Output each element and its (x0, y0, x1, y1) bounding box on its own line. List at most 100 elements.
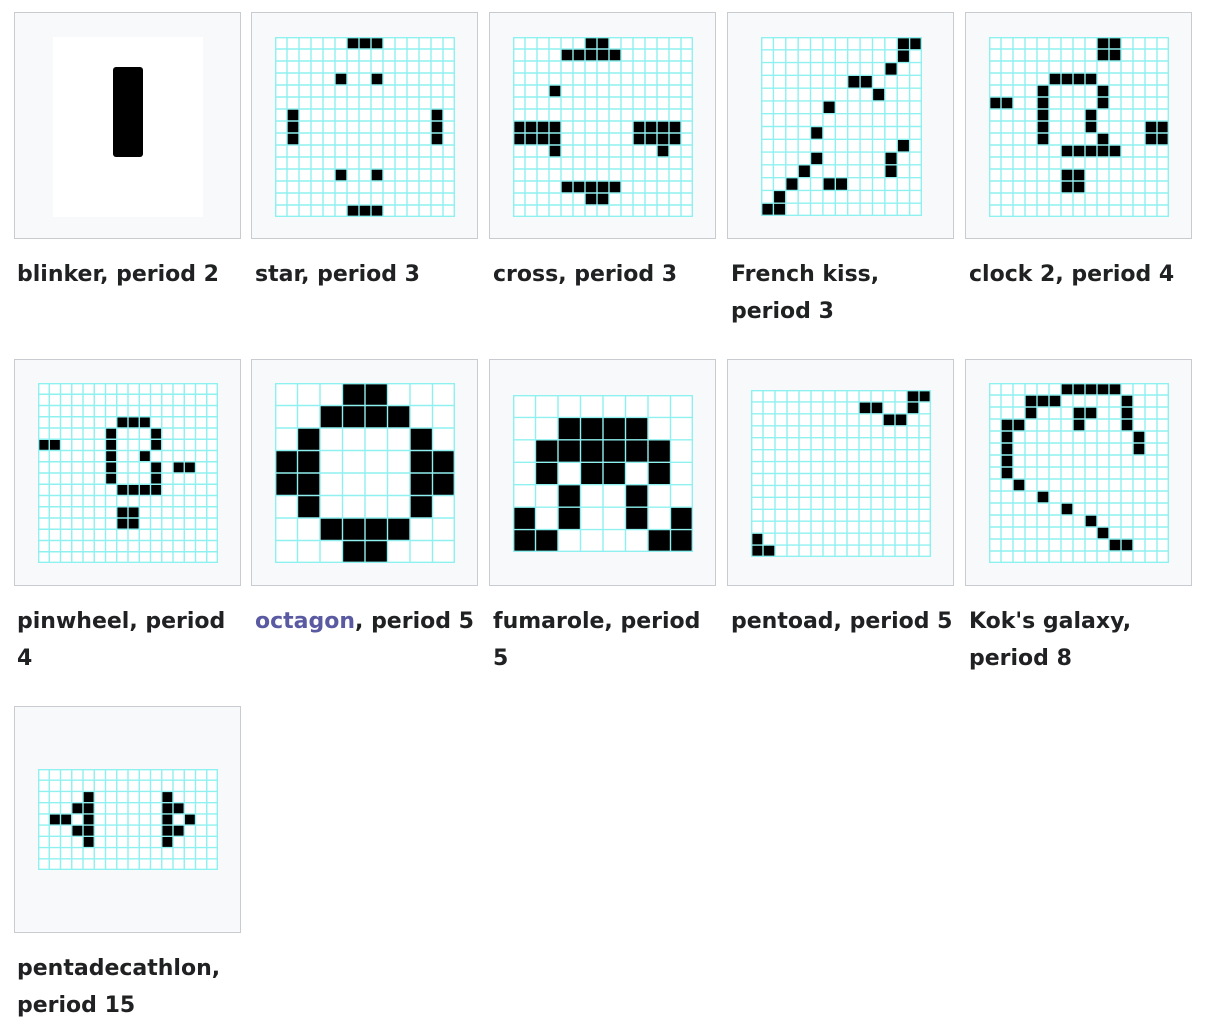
live-cell (150, 484, 162, 496)
live-cell (558, 484, 581, 508)
live-cell (71, 802, 83, 814)
gallery-tile-koks-galaxy[interactable] (965, 359, 1192, 586)
live-cell (989, 97, 1001, 109)
live-cell (561, 49, 573, 61)
caption-pentoad: pentoad, period 5 (731, 603, 955, 640)
live-cell (558, 417, 581, 440)
live-cell (105, 461, 117, 473)
gallery-tile-pinwheel[interactable] (14, 359, 241, 586)
caption-blinker: blinker, period 2 (17, 256, 241, 293)
pattern-background (275, 37, 455, 217)
live-cell (342, 540, 365, 563)
live-cell (549, 121, 561, 133)
octagon-link[interactable]: octagon (255, 609, 356, 634)
gallery-tile-star[interactable] (251, 12, 478, 239)
live-cell (431, 121, 443, 133)
live-cell (116, 484, 128, 496)
caption-octagon-period: , period 5 (355, 609, 474, 634)
live-cell (895, 413, 907, 426)
live-cell (603, 439, 626, 463)
live-cell (1097, 97, 1109, 109)
grid-lines (275, 37, 455, 217)
live-cell (798, 164, 811, 178)
pattern-cross (513, 37, 693, 217)
live-cell (371, 73, 383, 85)
caption-cross-text: cross, period 3 (493, 262, 678, 287)
live-cell (585, 49, 597, 61)
live-cell (597, 37, 609, 49)
live-cell (597, 181, 609, 193)
pattern-koks-galaxy (989, 383, 1169, 563)
live-cell (751, 533, 763, 546)
live-cell (128, 506, 140, 518)
live-cell (1061, 169, 1073, 181)
grid-lines (761, 37, 922, 216)
live-cell (513, 133, 525, 145)
live-cell (1097, 145, 1109, 157)
live-cell (1145, 133, 1157, 145)
caption-clock-2-text: clock 2, period 4 (969, 262, 1175, 287)
live-cell (763, 545, 775, 557)
gallery-tile-pentoad[interactable] (727, 359, 954, 586)
live-cell (1085, 383, 1097, 395)
gallery-tile-clock-2[interactable] (965, 12, 1192, 239)
live-cell (573, 181, 585, 193)
live-cell (773, 190, 786, 204)
live-cell (625, 484, 648, 508)
live-cell (633, 133, 645, 145)
live-cell (139, 416, 151, 428)
gallery-tile-french-kiss[interactable] (727, 12, 954, 239)
caption-pentoad-text: pentoad, period 5 (731, 609, 953, 634)
caption-pentadecathlon-text: pentadecathlon, (17, 956, 221, 981)
live-cell (1049, 395, 1061, 407)
gallery-tile-octagon[interactable] (251, 359, 478, 586)
gallery-tile-pentadecathlon[interactable] (14, 706, 241, 933)
live-cell (603, 417, 626, 440)
live-cell (150, 461, 162, 473)
live-cell (1121, 539, 1133, 551)
live-cell (907, 401, 919, 414)
live-cell (1001, 431, 1013, 443)
caption-octagon: octagon, period 5 (255, 603, 479, 640)
live-cell (872, 88, 885, 101)
caption-pinwheel-text: pinwheel, period 4 (17, 609, 226, 671)
live-cell (1097, 383, 1109, 395)
live-cell (1073, 169, 1085, 181)
live-cell (1037, 121, 1049, 133)
live-cell (1157, 121, 1169, 133)
grid-lines (989, 37, 1169, 217)
caption-pentadecathlon-period: period 15 (17, 993, 136, 1018)
live-cell (751, 545, 763, 557)
caption-blinker-text: blinker, period 2 (17, 262, 219, 287)
live-cell (657, 133, 669, 145)
live-cell (580, 462, 603, 485)
live-cell (884, 164, 898, 178)
live-cell (83, 791, 95, 803)
live-cell (525, 121, 537, 133)
live-cell (1157, 133, 1169, 145)
caption-star: star, period 3 (255, 256, 479, 293)
live-cell (150, 428, 162, 440)
live-cell (347, 205, 359, 217)
gallery-tile-blinker[interactable] (14, 12, 241, 239)
live-cell (342, 383, 365, 406)
live-cell (558, 439, 581, 463)
live-cell (1037, 395, 1049, 407)
caption-cross: cross, period 3 (493, 256, 717, 293)
live-cell (60, 813, 72, 826)
gallery-tile-fumarole[interactable] (489, 359, 716, 586)
live-cell (150, 473, 162, 485)
live-cell (597, 193, 609, 205)
live-cell (1121, 395, 1133, 407)
pattern-octagon (275, 383, 455, 563)
live-cell (1037, 85, 1049, 97)
live-cell (603, 462, 626, 485)
caption-french-kiss-text: French kiss, (731, 262, 880, 287)
live-cell (116, 506, 128, 518)
gallery-tile-cross[interactable] (489, 12, 716, 239)
live-cell (365, 540, 388, 563)
caption-clock-2: clock 2, period 4 (969, 256, 1193, 293)
live-cell (648, 439, 671, 463)
live-cell (335, 169, 347, 181)
live-cell (71, 825, 83, 837)
